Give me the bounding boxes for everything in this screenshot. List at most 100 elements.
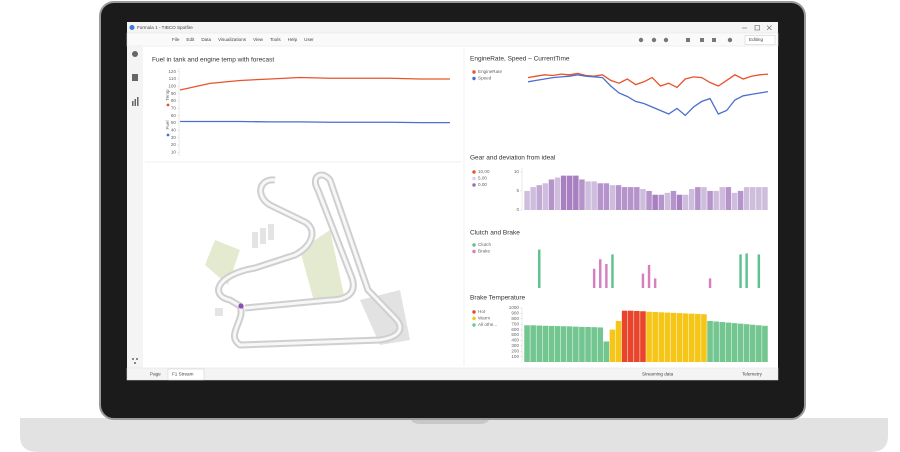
bar <box>708 278 712 288</box>
y-tick-label: 900 <box>511 311 519 316</box>
y-tick-label: 0 <box>516 207 519 212</box>
bar <box>707 190 713 210</box>
app-icon <box>129 25 135 30</box>
bar <box>670 312 677 362</box>
status-tab[interactable]: Telemetry <box>742 372 763 377</box>
tab-bar <box>126 367 779 381</box>
sidebar <box>127 46 143 368</box>
bar <box>695 313 701 362</box>
bar <box>676 313 683 362</box>
bar <box>621 187 628 210</box>
menu-item[interactable]: Edit <box>186 37 195 42</box>
bar <box>664 312 671 362</box>
y-tick-label: 300 <box>511 343 519 348</box>
bar <box>719 322 726 362</box>
active-tab[interactable] <box>167 368 205 381</box>
bar <box>611 254 614 288</box>
status-tab[interactable]: Streaming data <box>642 372 674 377</box>
bar <box>554 177 561 210</box>
bar <box>762 325 768 362</box>
page-tab[interactable]: Page <box>150 372 161 377</box>
bar <box>664 192 671 210</box>
legend-swatch <box>472 170 476 174</box>
sidebar-icons[interactable] <box>132 51 139 364</box>
legend-swatch <box>472 76 476 81</box>
bar <box>542 183 549 210</box>
y-tick-label: 20 <box>171 142 177 147</box>
bar <box>585 327 591 362</box>
legend-swatch <box>472 310 476 314</box>
mode-dropdown[interactable] <box>744 35 776 45</box>
bar <box>676 194 683 210</box>
bar <box>658 312 665 362</box>
bar <box>688 313 695 362</box>
bar <box>749 324 756 362</box>
page-tab[interactable]: F1 Stream <box>172 372 194 377</box>
bar <box>573 326 579 362</box>
bar <box>579 179 585 210</box>
bar <box>646 311 652 362</box>
bar <box>597 183 603 210</box>
y-tick-label: 120 <box>168 69 176 74</box>
menu-item[interactable]: File <box>172 37 180 42</box>
legend-swatch <box>472 176 476 181</box>
toolbar <box>126 32 779 47</box>
bar <box>658 194 664 210</box>
legend-swatch <box>166 103 170 107</box>
bar <box>652 194 658 210</box>
menu-item[interactable]: User <box>304 37 314 42</box>
bar <box>731 323 738 362</box>
bar <box>591 181 597 210</box>
legend-label: Fuel <box>165 121 170 130</box>
legend-swatch <box>166 133 170 137</box>
y-tick-label: 80 <box>171 98 177 103</box>
menu-item[interactable]: Help <box>288 37 298 42</box>
line-series <box>527 74 769 117</box>
laptop-base <box>20 418 888 452</box>
legend-swatch <box>472 316 476 321</box>
y-tick-label: 600 <box>511 327 519 332</box>
legend-label: All othe... <box>478 322 497 327</box>
legend-swatch <box>472 70 476 74</box>
title-bar <box>127 22 778 33</box>
bar <box>592 268 596 288</box>
bar <box>682 194 689 210</box>
panel-title: Gear and deviation from ideal <box>470 155 556 162</box>
y-tick-label: 10 <box>514 169 520 174</box>
bar <box>653 278 657 288</box>
bar <box>737 190 744 210</box>
bar <box>646 190 652 210</box>
bar <box>641 273 645 288</box>
bar <box>605 264 608 288</box>
bar <box>548 325 555 362</box>
y-tick-label: 200 <box>511 348 519 353</box>
menu-item[interactable]: Data <box>201 37 211 42</box>
y-tick-label: 5 <box>516 188 519 193</box>
bar <box>725 187 732 210</box>
y-tick-label: 500 <box>511 332 519 337</box>
bar <box>621 310 628 362</box>
bar <box>566 326 573 362</box>
bar <box>719 187 725 210</box>
legend-swatch <box>472 183 476 187</box>
bar <box>725 322 732 362</box>
legend-label: 5,00 <box>478 176 487 181</box>
menu-item[interactable]: Tools <box>270 37 281 42</box>
menu-item[interactable]: Visualizations <box>218 37 247 42</box>
window-title: Formula 1 - TIBCO Spotfire <box>137 25 193 30</box>
window-controls[interactable] <box>742 25 772 31</box>
y-tick-label: 700 <box>511 321 519 326</box>
mode[interactable]: Editing <box>749 37 763 42</box>
bar <box>542 325 549 362</box>
menu-item[interactable]: View <box>253 37 264 42</box>
bar <box>743 324 750 362</box>
y-tick-label: 110 <box>169 76 177 81</box>
bar <box>554 326 561 362</box>
bar <box>743 187 750 210</box>
bar <box>609 185 616 210</box>
legend-label: Clutch <box>478 242 491 247</box>
bar <box>756 187 762 210</box>
legend-label: Speed <box>478 76 492 81</box>
bar <box>536 185 542 210</box>
bar <box>591 327 597 362</box>
